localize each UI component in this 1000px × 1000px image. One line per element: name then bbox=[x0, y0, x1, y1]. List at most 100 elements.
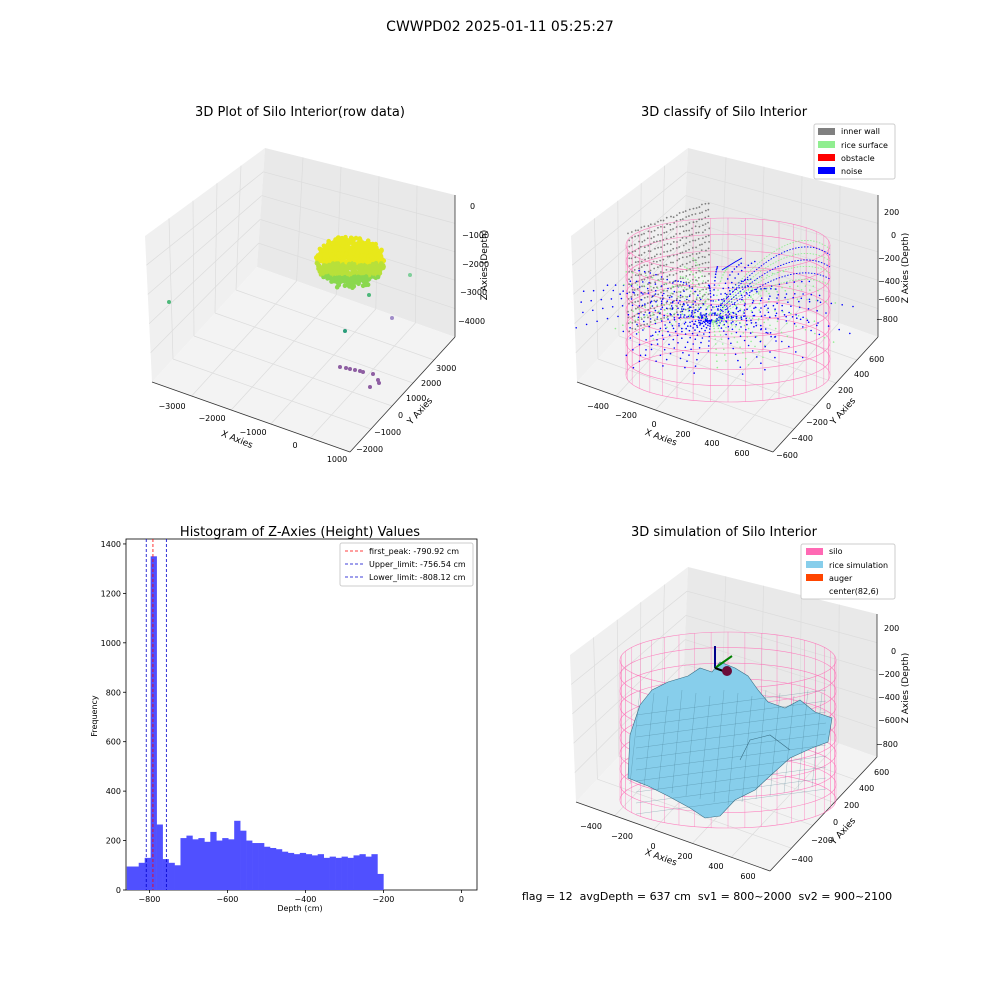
classified-point bbox=[748, 317, 751, 320]
inner-wall-point bbox=[666, 250, 669, 253]
grid-line bbox=[192, 200, 195, 337]
mesh-line bbox=[629, 689, 641, 785]
classified-point bbox=[714, 276, 717, 279]
classified-point bbox=[743, 309, 746, 311]
classified-point bbox=[692, 316, 694, 319]
grid-line bbox=[571, 171, 688, 266]
classified-point bbox=[696, 296, 698, 299]
classified-point bbox=[672, 282, 674, 284]
point bbox=[340, 251, 345, 257]
classified-point bbox=[643, 314, 645, 316]
classified-point bbox=[692, 273, 694, 276]
classified-point bbox=[743, 324, 746, 327]
inner-wall-point bbox=[646, 323, 649, 325]
inner-wall-point bbox=[640, 260, 643, 263]
grid-line bbox=[837, 604, 840, 744]
classified-point bbox=[694, 320, 697, 323]
classified-point bbox=[685, 283, 688, 285]
inner-wall-point bbox=[692, 299, 695, 302]
inner-wall-point bbox=[681, 295, 684, 298]
inner-wall-point bbox=[657, 311, 659, 314]
classified-point bbox=[777, 299, 780, 302]
classified-point bbox=[740, 262, 742, 265]
classified-point bbox=[807, 308, 810, 310]
point bbox=[341, 256, 347, 261]
classified-point bbox=[682, 302, 685, 305]
inner-wall-point bbox=[653, 241, 655, 243]
classified-point bbox=[769, 351, 771, 353]
point bbox=[368, 253, 373, 258]
classified-point bbox=[622, 290, 624, 292]
classified-point bbox=[635, 280, 638, 283]
classified-point bbox=[656, 339, 658, 341]
grid-line bbox=[148, 219, 261, 324]
classified-point bbox=[744, 266, 746, 269]
classified-point bbox=[752, 300, 755, 302]
histogram-bar bbox=[359, 854, 366, 890]
inner-wall-point bbox=[676, 266, 679, 269]
classified-point bbox=[638, 308, 640, 311]
classified-point bbox=[684, 295, 687, 298]
mesh-line bbox=[727, 692, 739, 806]
inner-wall-point bbox=[634, 281, 637, 284]
inner-wall-point bbox=[650, 289, 653, 291]
inner-wall-point bbox=[660, 246, 663, 249]
inner-wall-point bbox=[691, 233, 694, 236]
inner-wall-point bbox=[695, 246, 697, 249]
classified-point bbox=[743, 315, 745, 318]
classified-point bbox=[732, 321, 734, 323]
classified-point bbox=[700, 341, 702, 344]
x-tick-label: 0 bbox=[650, 842, 655, 851]
legend-label: noise bbox=[841, 167, 862, 176]
classified-point bbox=[681, 305, 684, 308]
classified-point bbox=[707, 306, 709, 308]
x-tick-label: 400 bbox=[704, 439, 719, 448]
classified-point bbox=[666, 312, 669, 315]
histogram-bar bbox=[174, 865, 181, 890]
classified-point bbox=[825, 312, 827, 314]
mesh-line bbox=[783, 695, 795, 794]
point bbox=[358, 238, 363, 243]
simulation-surface bbox=[619, 631, 837, 829]
point bbox=[367, 263, 372, 269]
outlier-point bbox=[390, 316, 394, 320]
z-tick-label: 200 bbox=[884, 208, 899, 217]
y-tick-label: −2000 bbox=[356, 445, 383, 454]
classified-point bbox=[669, 313, 671, 315]
classified-point bbox=[724, 269, 727, 272]
point bbox=[318, 267, 323, 272]
classified-point bbox=[809, 289, 811, 291]
classified-point bbox=[729, 274, 731, 276]
inner-wall-point bbox=[659, 239, 661, 242]
classified-point bbox=[727, 267, 729, 269]
classified-point bbox=[772, 304, 775, 307]
classified-point bbox=[758, 302, 761, 305]
classified-point bbox=[671, 308, 674, 310]
inner-wall-point bbox=[666, 242, 669, 245]
y-axis-line bbox=[349, 336, 456, 453]
classified-point bbox=[712, 300, 714, 302]
inner-wall-point bbox=[679, 265, 682, 268]
classified-point bbox=[735, 317, 738, 320]
histogram-x-ticks: −800 −600 −400 −200 0 bbox=[138, 890, 464, 904]
classified-point bbox=[701, 275, 703, 278]
point bbox=[336, 275, 342, 281]
classified-point bbox=[790, 305, 792, 308]
inner-wall-point bbox=[660, 271, 662, 273]
classified-point bbox=[765, 331, 767, 334]
mesh-line bbox=[635, 744, 827, 771]
y-tick-label: 800 bbox=[106, 688, 121, 697]
classified-point bbox=[741, 298, 743, 301]
classified-point bbox=[638, 312, 640, 315]
inner-wall-point bbox=[694, 213, 697, 215]
inner-wall-point bbox=[695, 298, 698, 301]
classified-point bbox=[740, 294, 743, 297]
inner-wall-point bbox=[708, 272, 710, 275]
classified-point bbox=[678, 317, 680, 319]
classified-point bbox=[754, 336, 757, 338]
inner-wall-point bbox=[655, 260, 658, 263]
classified-point bbox=[636, 318, 639, 321]
classified-point bbox=[791, 316, 794, 318]
classified-point bbox=[683, 316, 685, 318]
classified-point bbox=[795, 314, 797, 316]
